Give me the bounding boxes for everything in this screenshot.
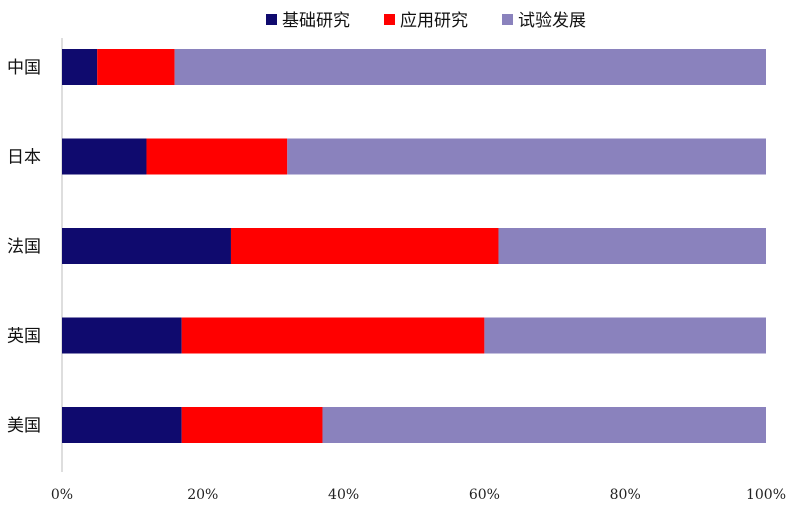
legend-swatch-3	[502, 14, 513, 25]
category-label-5: 美国	[7, 416, 41, 436]
bar-segment-2-3	[287, 138, 766, 175]
x-tick-label-5: 80%	[610, 487, 641, 503]
legend-swatch-2	[384, 14, 395, 25]
bar-segment-1-3	[174, 49, 766, 85]
category-label-1: 中国	[7, 58, 41, 78]
category-label-3: 法国	[7, 237, 41, 257]
bar-segment-3-3	[498, 228, 766, 264]
x-tick-label-1: 0%	[51, 487, 73, 503]
bar-segment-1-2	[97, 49, 175, 85]
bars	[62, 49, 766, 443]
category-label-2: 日本	[7, 148, 41, 168]
bar-segment-4-3	[484, 317, 766, 354]
legend-label-3: 试验发展	[518, 11, 586, 31]
bar-segment-2-2	[146, 138, 288, 175]
x-tick-label-4: 60%	[469, 487, 500, 503]
bar-segment-3-2	[230, 228, 499, 264]
bar-segment-5-1	[62, 407, 182, 443]
x-tick-label-2: 20%	[187, 487, 218, 503]
bar-segment-5-2	[181, 407, 323, 443]
x-tick-labels: 0% 20% 40% 60% 80% 100%	[51, 487, 786, 503]
bar-segment-2-1	[62, 138, 147, 175]
bar-segment-3-1	[62, 228, 231, 264]
category-label-4: 英国	[7, 327, 41, 347]
x-tick-label-6: 100%	[746, 487, 786, 503]
bar-segment-4-1	[62, 317, 182, 354]
legend-label-1: 基础研究	[282, 11, 350, 31]
x-tick-label-3: 40%	[328, 487, 359, 503]
bar-segment-4-2	[181, 317, 485, 354]
legend-label-2: 应用研究	[400, 11, 468, 31]
legend-swatch-1	[266, 14, 277, 25]
bar-segment-5-3	[322, 407, 766, 443]
bar-segment-1-1	[62, 49, 98, 85]
legend: 基础研究 应用研究 试验发展	[266, 11, 586, 31]
